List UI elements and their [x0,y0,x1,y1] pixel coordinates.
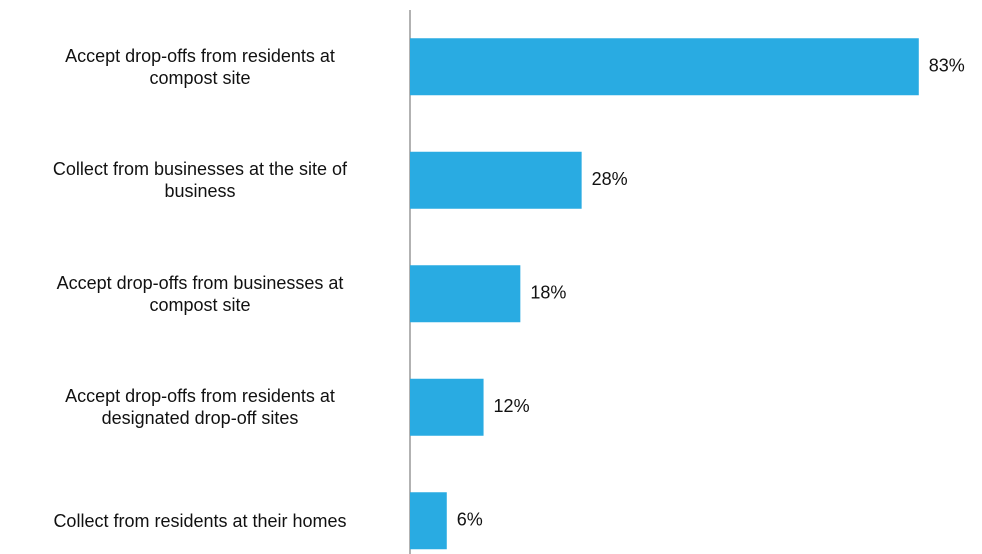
value-label: 6% [457,510,483,530]
value-label: 83% [929,56,965,76]
value-label: 18% [530,283,566,303]
value-label: 12% [494,396,530,416]
bar [410,38,919,96]
category-label: Accept drop-offs from residents at compo… [65,45,335,88]
bar [410,492,447,550]
category-label: Accept drop-offs from businesses at comp… [56,272,344,315]
bar [410,378,484,436]
category-label: Collect from businesses at the site of b… [52,159,348,202]
category-label: Accept drop-offs from residents at desig… [65,386,335,429]
bar [410,151,582,209]
category-label: Collect from residents at their homes [53,510,347,531]
value-label: 28% [592,169,628,189]
bar [410,265,521,323]
